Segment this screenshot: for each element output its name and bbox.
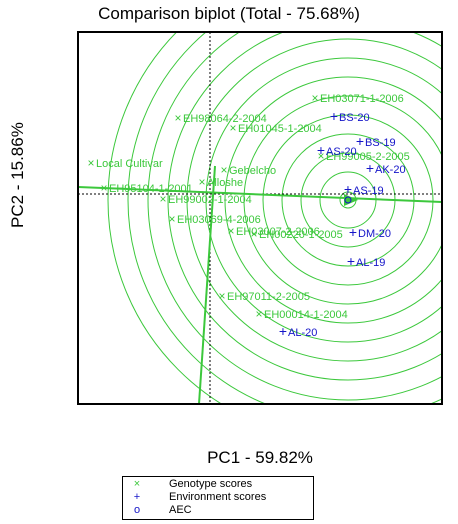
- genotype-point-marker: ×: [250, 227, 257, 241]
- environment-point-marker: +: [366, 160, 374, 176]
- aec-marker-icon: o: [133, 504, 141, 516]
- environment-point-label: AS-20: [326, 146, 357, 158]
- genotype-point-marker: ×: [227, 224, 234, 238]
- environment-point-marker: +: [279, 323, 287, 339]
- genotype-point-marker: ×: [168, 212, 175, 226]
- genotype-point-label: EH03071-1-2006: [320, 93, 404, 105]
- environment-point-label: AS-19: [353, 185, 384, 197]
- environment-point-label: BS-20: [339, 112, 370, 124]
- aec-circles: [107, 32, 442, 404]
- aec-axes: [78, 32, 442, 404]
- genotype-point-label: Gebelcho: [229, 165, 276, 177]
- genotype-point-label: EH97011-2-2005: [227, 291, 310, 303]
- environment-point-label: AK-20: [375, 164, 406, 176]
- genotype-point-marker: ×: [220, 163, 227, 177]
- x-axis-label: PC1 - 59.82%: [207, 448, 313, 467]
- environment-point-marker: +: [347, 253, 355, 269]
- legend-label: Genotype scores: [169, 478, 253, 490]
- environment-point-marker: +: [330, 108, 338, 124]
- aec-circle: [205, 57, 442, 343]
- genotype-point-label: EH00220-1-2005: [259, 229, 343, 241]
- aec-circle: [107, 32, 223, 404]
- genotype-marker-icon: ×: [133, 478, 141, 490]
- legend: × Genotype scores + Environment scores o…: [122, 476, 314, 520]
- environment-point-marker: +: [356, 133, 364, 149]
- chart-title: Comparison biplot (Total - 75.68%): [98, 4, 360, 23]
- genotype-point-marker: ×: [229, 121, 236, 135]
- aec-circle: [243, 95, 442, 305]
- genotype-point-marker: ×: [218, 289, 225, 303]
- environment-marker-icon: +: [133, 491, 141, 503]
- genotype-point-label: EH03007-2-2006: [236, 226, 320, 238]
- genotype-point-label: EH99002-1-2004: [168, 194, 252, 206]
- aec-circle: [262, 114, 434, 286]
- environment-point-label: AL-19: [356, 257, 385, 269]
- aec-circle: [186, 38, 442, 362]
- legend-item-genotype: × Genotype scores: [129, 478, 252, 491]
- aec-circle: [224, 76, 442, 324]
- y-axis-label: PC2 - 15.86%: [8, 122, 27, 228]
- genotype-point-label: EH03069-4-2006: [177, 214, 261, 226]
- environment-point-marker: +: [349, 224, 357, 240]
- environment-point-label: BS-19: [365, 137, 396, 149]
- genotype-point-label: Alloshe: [207, 177, 243, 189]
- genotype-point-label: Local Cultivar: [96, 158, 163, 170]
- genotype-point-marker: ×: [159, 192, 166, 206]
- genotype-point-label: EH95104-1-2001: [109, 183, 193, 195]
- genotype-point-marker: ×: [317, 149, 324, 163]
- genotype-point-marker: ×: [87, 156, 94, 170]
- aec-center-marker: [344, 196, 352, 204]
- aec-circle: [127, 32, 442, 404]
- aec-circle: [147, 32, 442, 401]
- aec-circle: [167, 32, 442, 381]
- legend-item-environment: + Environment scores: [129, 491, 266, 504]
- genotype-point-marker: ×: [311, 91, 318, 105]
- environment-point-marker: +: [317, 142, 325, 158]
- genotype-point-marker: ×: [255, 307, 262, 321]
- data-points: × EH03071-1-2006× EH98064-2-2004× EH01045-1…: [87, 91, 409, 339]
- legend-label: Environment scores: [169, 491, 267, 503]
- aec-ordinate: [198, 165, 216, 404]
- legend-label: AEC: [169, 504, 192, 516]
- legend-item-aec: o AEC: [129, 504, 192, 517]
- genotype-point-label: EH99005-2-2005: [326, 151, 410, 163]
- biplot-chart: × EH03071-1-2006× EH98064-2-2004× EH01045-1…: [77, 31, 443, 405]
- environment-point-marker: +: [344, 181, 352, 197]
- genotype-point-marker: ×: [174, 111, 181, 125]
- aec-abscissa: [78, 186, 442, 203]
- genotype-point-label: EH01045-1-2004: [238, 123, 322, 135]
- plot-frame: [77, 31, 443, 405]
- genotype-point-label: EH98064-2-2004: [183, 113, 267, 125]
- environment-point-label: AL-20: [288, 327, 317, 339]
- environment-point-label: DM-20: [358, 228, 391, 240]
- genotype-point-marker: ×: [198, 175, 205, 189]
- genotype-point-label: EH00014-1-2004: [264, 309, 348, 321]
- genotype-point-marker: ×: [100, 181, 107, 195]
